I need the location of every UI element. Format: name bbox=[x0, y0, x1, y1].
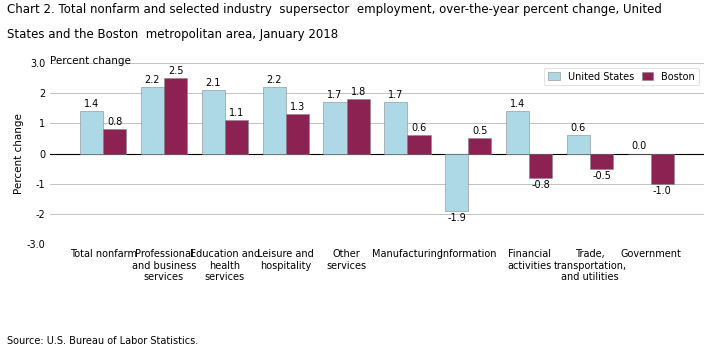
Text: 0.6: 0.6 bbox=[411, 123, 426, 133]
Bar bbox=[407, 135, 431, 154]
Text: Chart 2. Total nonfarm and selected industry  supersector  employment, over-the-: Chart 2. Total nonfarm and selected indu… bbox=[7, 3, 662, 16]
Text: -0.5: -0.5 bbox=[592, 171, 611, 181]
Bar bbox=[347, 99, 370, 154]
Text: -0.8: -0.8 bbox=[531, 180, 550, 190]
Bar bbox=[651, 154, 674, 184]
Bar bbox=[590, 154, 613, 169]
Text: States and the Boston  metropolitan area, January 2018: States and the Boston metropolitan area,… bbox=[7, 28, 338, 41]
Text: 1.4: 1.4 bbox=[510, 99, 525, 109]
Text: 1.4: 1.4 bbox=[84, 99, 99, 109]
Text: 1.1: 1.1 bbox=[229, 108, 244, 118]
Text: 1.3: 1.3 bbox=[289, 102, 305, 112]
Bar bbox=[468, 139, 491, 154]
Bar bbox=[202, 90, 225, 154]
Text: 1.7: 1.7 bbox=[388, 90, 404, 100]
Text: 0.6: 0.6 bbox=[571, 123, 586, 133]
Bar bbox=[164, 78, 187, 154]
Text: 2.2: 2.2 bbox=[144, 75, 160, 85]
Bar bbox=[103, 129, 126, 154]
Bar bbox=[141, 87, 164, 154]
Bar bbox=[286, 114, 309, 154]
Text: 0.0: 0.0 bbox=[632, 141, 647, 151]
Text: 0.8: 0.8 bbox=[107, 117, 122, 127]
Text: 2.2: 2.2 bbox=[266, 75, 282, 85]
Text: Source: U.S. Bureau of Labor Statistics.: Source: U.S. Bureau of Labor Statistics. bbox=[7, 335, 198, 346]
Text: 0.5: 0.5 bbox=[472, 126, 488, 136]
Bar bbox=[323, 102, 347, 154]
Bar bbox=[384, 102, 407, 154]
Text: 2.5: 2.5 bbox=[168, 66, 183, 76]
Bar bbox=[263, 87, 286, 154]
Text: -1.0: -1.0 bbox=[653, 186, 672, 196]
Text: Percent change: Percent change bbox=[50, 56, 131, 66]
Text: 1.7: 1.7 bbox=[327, 90, 342, 100]
Bar bbox=[529, 154, 552, 178]
Bar bbox=[225, 120, 248, 154]
Text: -1.9: -1.9 bbox=[447, 213, 466, 223]
Bar bbox=[80, 111, 103, 154]
Bar bbox=[567, 135, 590, 154]
Text: 2.1: 2.1 bbox=[205, 78, 221, 88]
Bar bbox=[445, 154, 468, 211]
Y-axis label: Percent change: Percent change bbox=[14, 113, 24, 194]
Text: 1.8: 1.8 bbox=[350, 87, 365, 97]
Legend: United States, Boston: United States, Boston bbox=[544, 68, 699, 86]
Bar bbox=[506, 111, 529, 154]
